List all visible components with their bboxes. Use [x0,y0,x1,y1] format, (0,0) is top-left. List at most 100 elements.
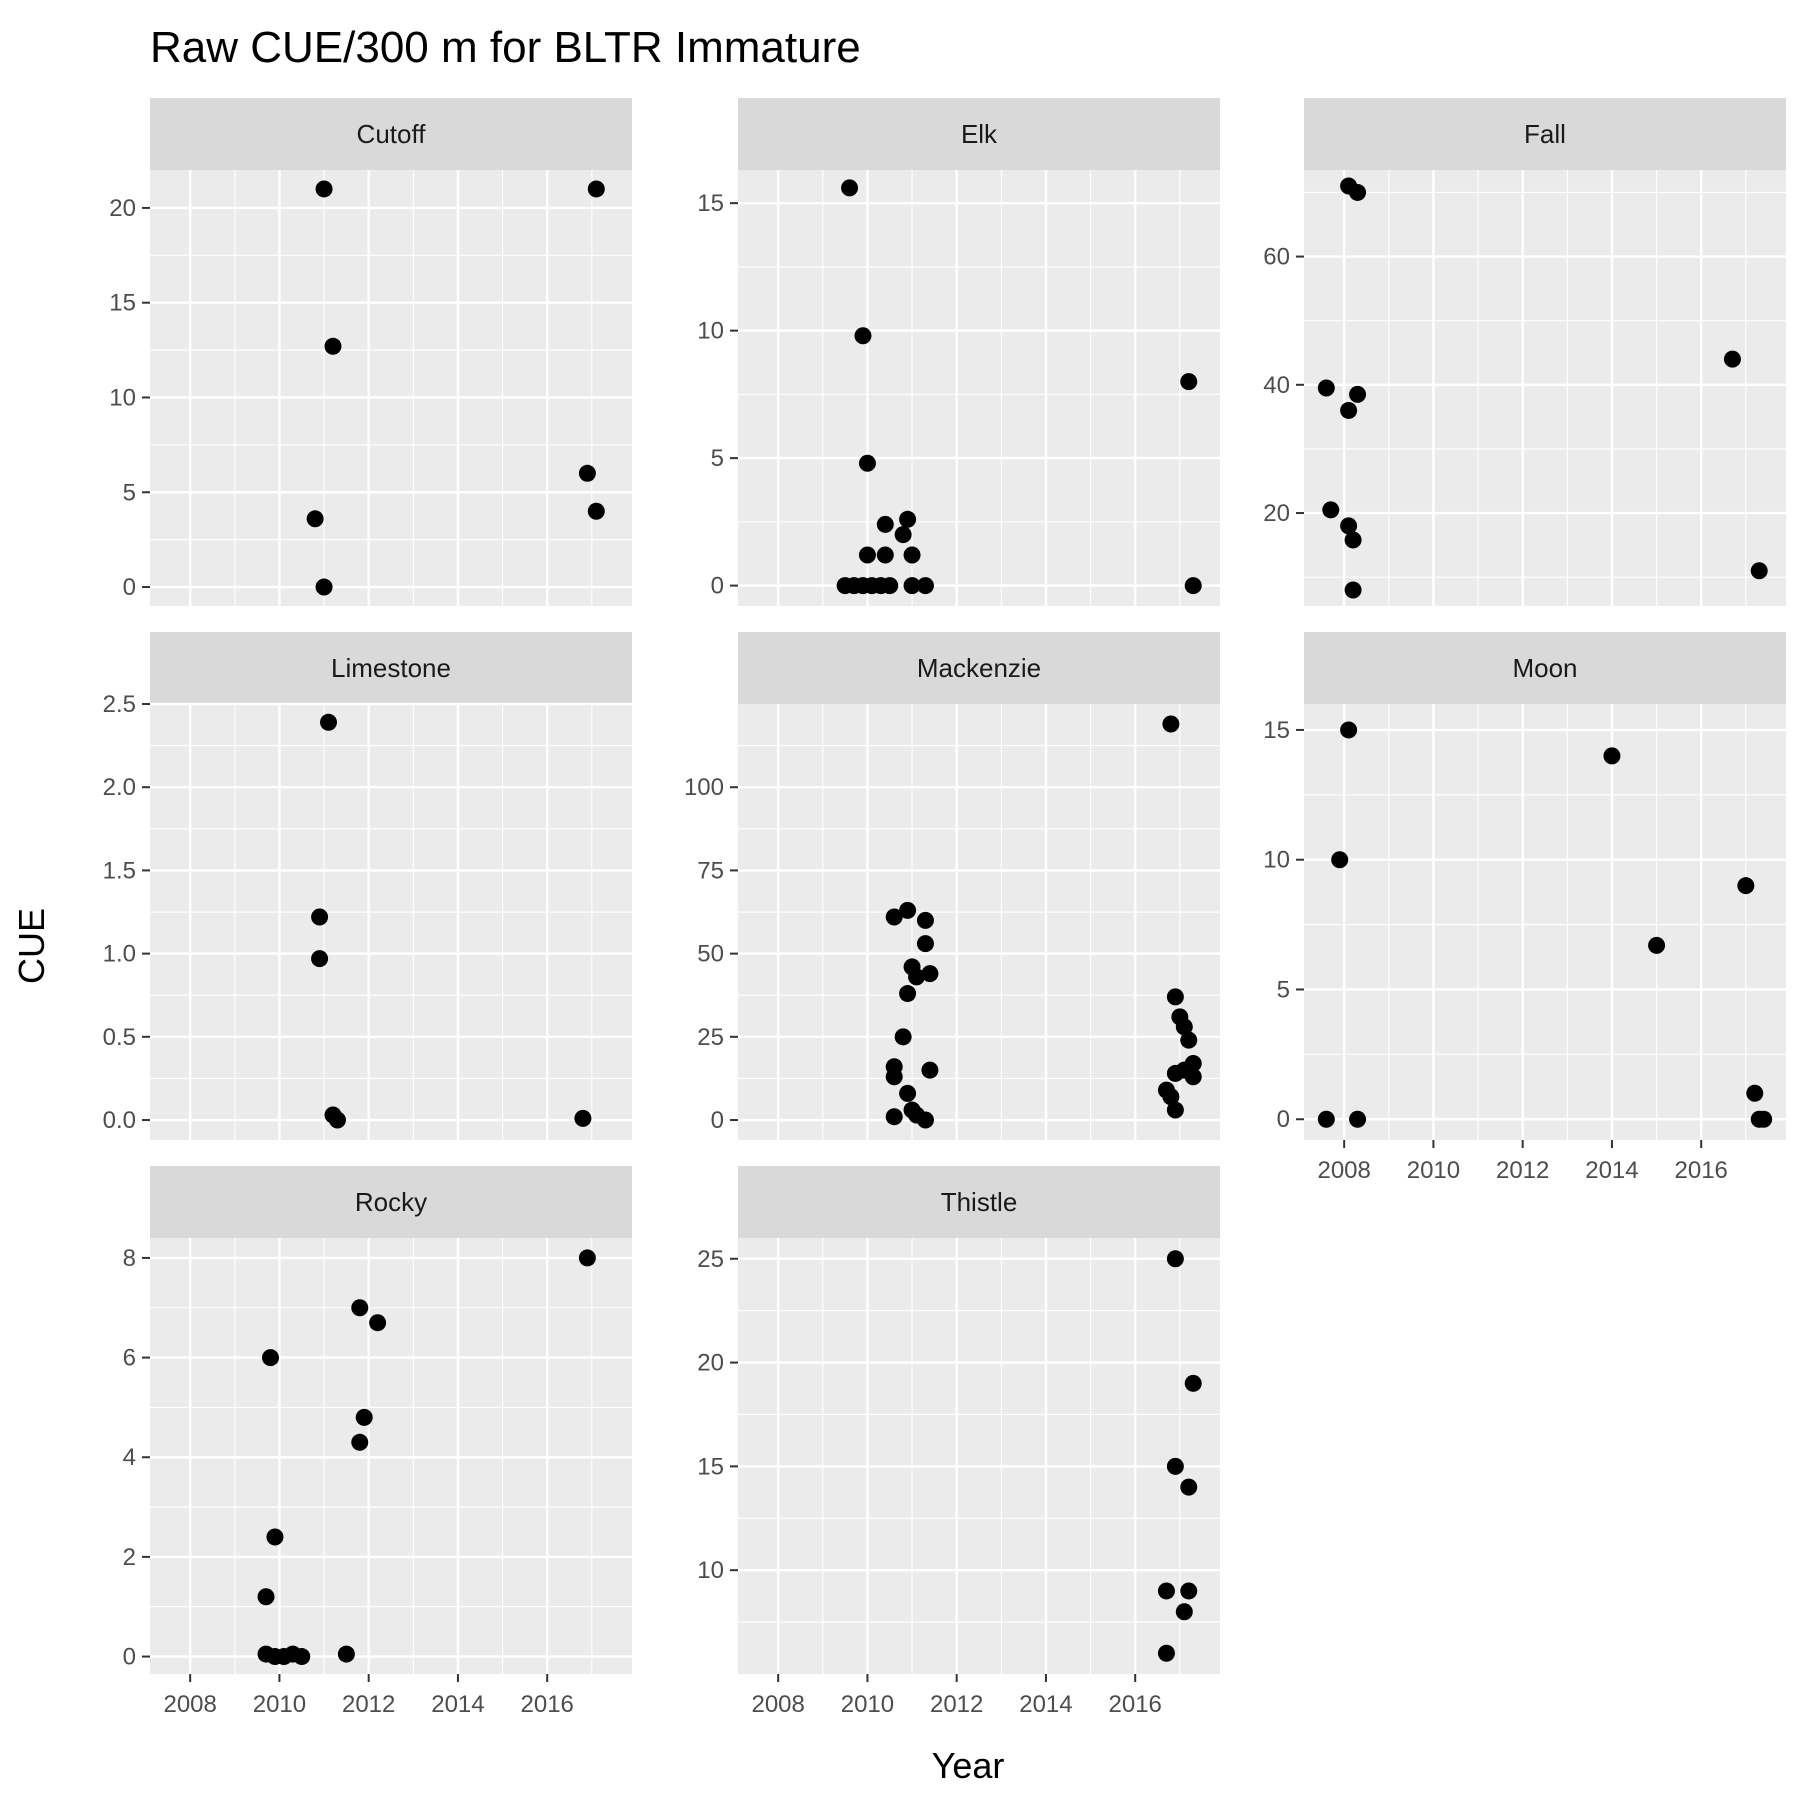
gridlines [150,170,632,606]
facet-rocky: Rocky 0 2 4 6 8 2008 2010 2012 2014 2016 [123,1166,632,1718]
x-tick-label: 2014 [1019,1691,1072,1718]
y-tick-label: 10 [697,1557,724,1584]
gridlines [150,702,632,1140]
data-point [1603,747,1621,765]
data-point [899,1084,917,1102]
panel-background [150,170,632,606]
y-tick-label: 4 [123,1444,136,1471]
data-point [1157,1582,1175,1600]
data-point [587,180,605,198]
data-point [1349,183,1367,201]
x-tick-label: 2016 [1675,1157,1728,1184]
facet-strip [150,1166,632,1238]
facet-label: Fall [1524,119,1566,149]
facet-label: Thistle [941,1187,1018,1217]
data-point [1166,1457,1184,1475]
y-tick-label: 50 [697,941,724,968]
gridlines [738,170,1220,606]
data-point [351,1433,369,1451]
data-point [1180,373,1198,391]
facet-cutoff: Cutoff 0 5 10 15 20 [109,98,632,606]
facet-label: Cutoff [357,119,427,149]
y-tick-label: 0 [123,574,136,601]
data-point [903,546,921,564]
data-point [1750,562,1768,580]
facet-label: Limestone [331,653,451,683]
y-tick-label: 15 [697,190,724,217]
data-point [311,950,329,968]
facet-elk: Elk 0 5 10 15 [697,98,1220,606]
y-tick-label: 25 [697,1246,724,1273]
data-point [1648,936,1666,954]
y-tick-label: 20 [1263,500,1290,527]
data-point [899,985,917,1003]
data-point [854,327,872,345]
y-tick-label: 5 [123,479,136,506]
data-point [1349,385,1367,403]
x-tick-label: 2012 [342,1691,395,1718]
facet-strip [738,632,1220,704]
facet-label: Elk [961,119,998,149]
facet-label: Moon [1512,653,1577,683]
data-point [899,510,917,528]
data-point [315,578,333,596]
data-point [1755,1110,1773,1128]
facet-fall: Fall 20 40 60 [1263,98,1786,606]
data-point [369,1314,387,1332]
panel-background [150,1238,632,1674]
data-point [355,1408,373,1426]
data-point [858,454,876,472]
panel-background [150,704,632,1140]
x-tick-label: 2010 [1407,1157,1460,1184]
facet-strip [1304,632,1786,704]
gridlines [738,1238,1220,1674]
data-point [1166,988,1184,1006]
data-point [1166,1250,1184,1268]
x-tick-label: 2012 [930,1691,983,1718]
data-point [841,179,859,197]
data-point [1349,1110,1367,1128]
data-point [1166,1101,1184,1119]
data-point [881,577,899,595]
data-point [315,180,333,198]
y-tick-label: 0 [123,1644,136,1671]
facet-strip [1304,98,1786,170]
data-point [921,965,939,983]
y-tick-label: 5 [1277,976,1290,1003]
facet-label: Mackenzie [917,653,1041,683]
data-point [266,1528,284,1546]
data-point [921,1061,939,1079]
data-point [306,510,324,528]
facet-thistle: Thistle 10 15 20 25 2008 2010 2012 2014 2016 [697,1166,1220,1718]
panel-background [738,704,1220,1140]
data-point [885,908,903,926]
y-tick-label: 0 [711,573,724,600]
y-tick-label: 100 [684,774,724,801]
data-point [1317,1110,1335,1128]
data-point [916,935,934,953]
data-point [885,1108,903,1126]
y-tick-label: 0.5 [103,1024,136,1051]
x-tick-label: 2016 [521,1691,574,1718]
panel-background [738,170,1220,606]
data-point [1162,1088,1180,1106]
data-point [916,1111,934,1129]
y-tick-label: 5 [711,445,724,472]
data-point [1180,1582,1198,1600]
data-point [1344,531,1362,549]
data-point [574,1109,592,1127]
x-tick-label: 2008 [163,1691,216,1718]
gridlines [1304,170,1786,606]
data-point [1317,379,1335,397]
data-point [1184,1374,1202,1392]
y-tick-label: 1.0 [103,941,136,968]
facet-strip [738,1166,1220,1238]
data-point [578,1249,596,1267]
data-point [858,546,876,564]
y-tick-label: 15 [109,290,136,317]
y-tick-label: 0 [711,1107,724,1134]
y-tick-label: 0 [1277,1106,1290,1133]
panel-background [1304,170,1786,606]
data-point [324,337,342,355]
data-point [1322,501,1340,519]
